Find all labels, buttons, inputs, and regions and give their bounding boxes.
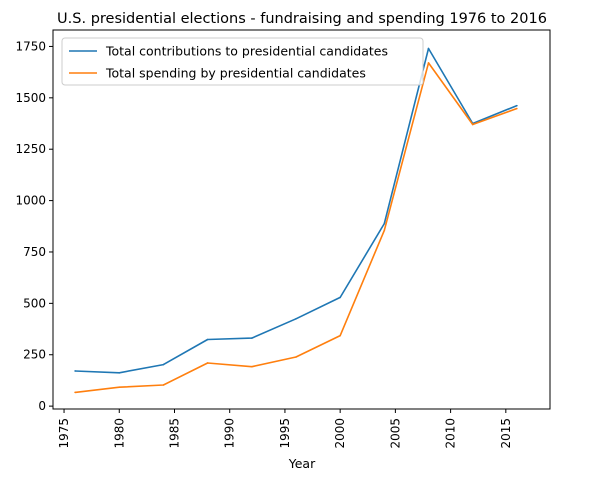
legend: Total contributions to presidential cand…	[61, 37, 424, 86]
axes-frame	[52, 29, 551, 410]
data-point	[383, 222, 386, 225]
y-tick-label: 0	[38, 399, 46, 413]
y-tick-label: 1500	[15, 91, 46, 105]
data-point	[427, 47, 430, 50]
series-line-1	[75, 47, 518, 374]
x-tick-label: 2000	[333, 418, 347, 449]
x-axis-label: Year	[288, 456, 316, 471]
x-tick-label: 1990	[223, 418, 237, 449]
data-point	[74, 391, 76, 394]
data-point	[427, 62, 430, 64]
data-point	[118, 386, 121, 389]
y-tick-label: 750	[23, 245, 46, 259]
y-axis: 0 250 500 750 1000 1250 1500 1750	[15, 39, 53, 413]
chart-title: U.S. presidential elections - fundraisin…	[57, 11, 547, 27]
data-point	[118, 372, 121, 374]
x-tick-label: 1985	[167, 418, 181, 449]
x-tick-label: 2010	[444, 418, 458, 449]
legend-label: Total spending by presidential candidate…	[105, 66, 366, 81]
legend-box	[61, 37, 424, 86]
series-line-2	[75, 62, 518, 394]
data-point	[339, 296, 341, 299]
data-point	[206, 362, 209, 364]
y-tick-label: 250	[23, 348, 46, 362]
x-tick-label: 2005	[388, 418, 402, 449]
data-point	[162, 363, 165, 366]
data-point	[74, 370, 76, 372]
data-point	[251, 337, 253, 339]
data-point	[251, 365, 253, 368]
plot-area	[74, 47, 518, 394]
data-point	[295, 356, 297, 358]
x-tick-label: 1980	[112, 418, 126, 449]
data-point	[471, 123, 474, 126]
x-tick-label: 2015	[499, 418, 513, 449]
legend-label: Total contributions to presidential cand…	[105, 44, 388, 59]
x-tick-label: 1975	[57, 418, 71, 449]
y-tick-label: 1250	[15, 142, 46, 156]
data-point	[383, 229, 386, 232]
y-tick-label: 500	[23, 296, 46, 310]
data-point	[162, 384, 165, 386]
data-point	[339, 334, 341, 337]
x-tick-label: 1995	[278, 418, 292, 449]
y-tick-label: 1000	[15, 194, 46, 208]
data-point	[295, 317, 297, 320]
data-point	[206, 338, 209, 341]
x-axis: 1975 1980 1985 1990 1995 2000 2005 2010 2015	[57, 409, 513, 449]
data-point	[516, 107, 518, 110]
y-tick-label: 1750	[15, 39, 46, 53]
data-point	[516, 104, 518, 107]
